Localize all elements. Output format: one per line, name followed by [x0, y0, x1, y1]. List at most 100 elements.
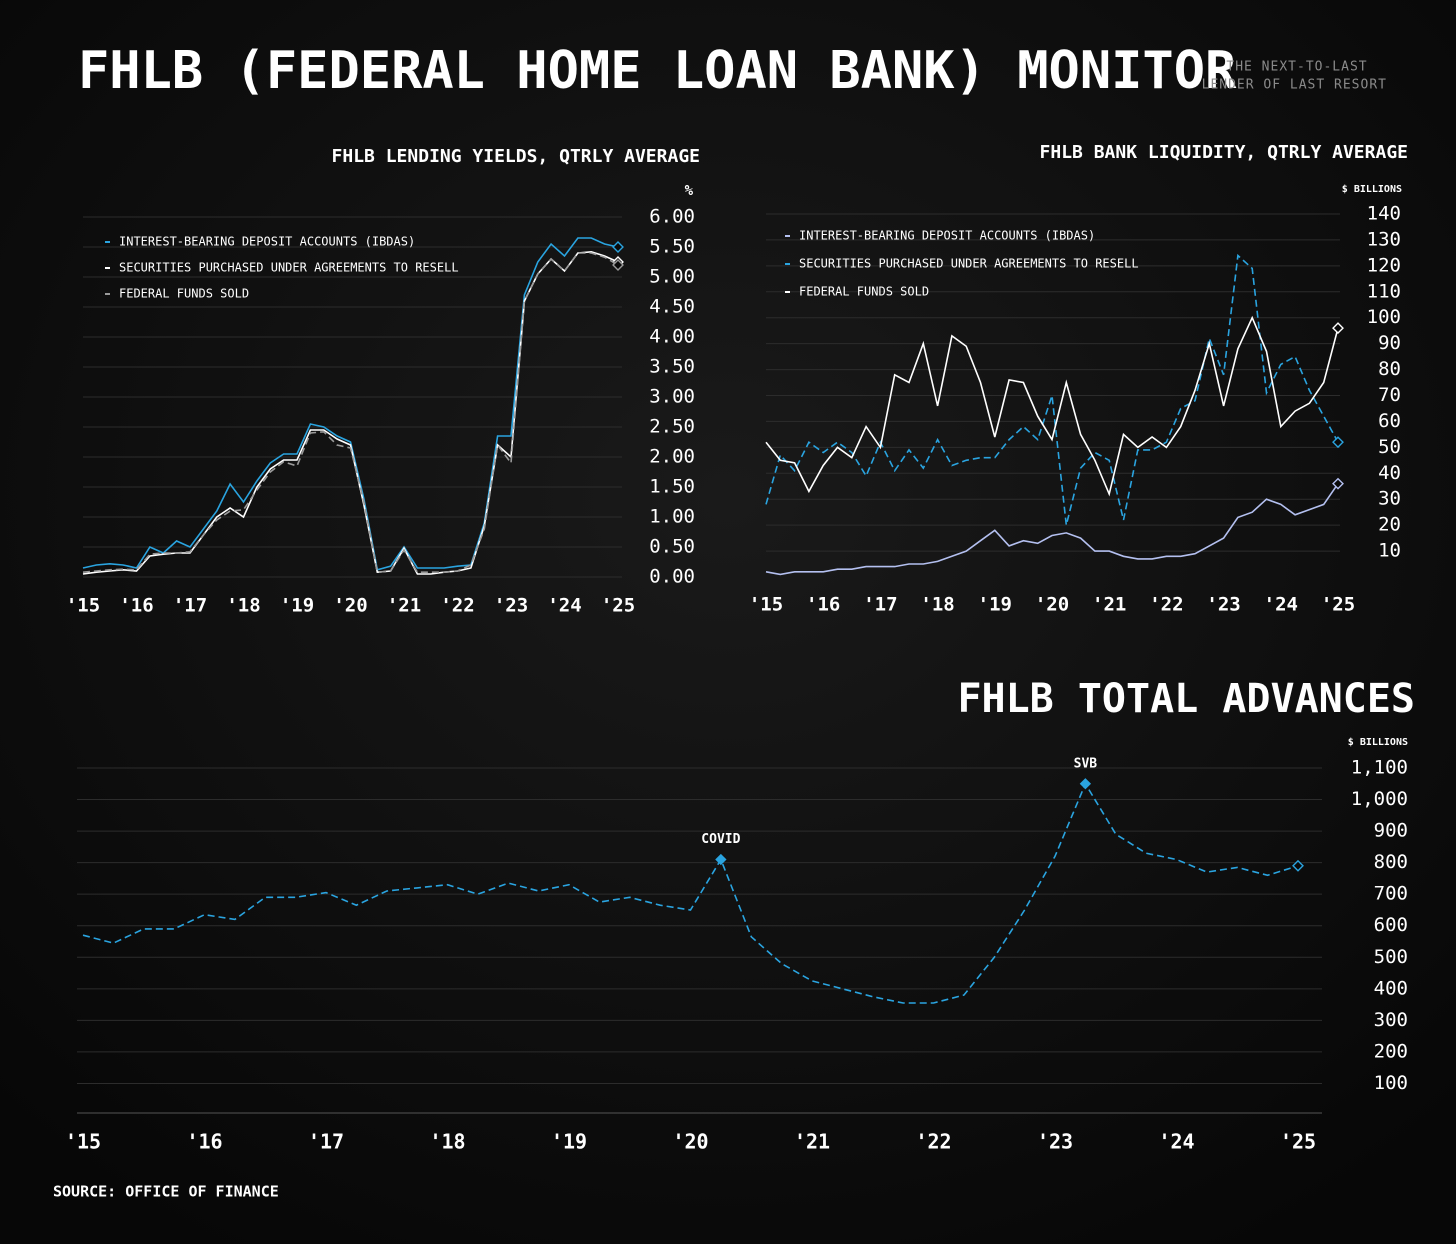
- x-tick-label: '24: [547, 595, 581, 617]
- x-tick-label: '17: [308, 1130, 344, 1154]
- y-tick-label: 70: [1378, 384, 1401, 406]
- x-tick-label: '20: [672, 1130, 708, 1154]
- end-marker: [612, 241, 624, 253]
- y-tick-label: 1,100: [1351, 757, 1408, 779]
- legend-label: SECURITIES PURCHASED UNDER AGREEMENTS TO…: [119, 261, 459, 275]
- x-tick-label: '22: [440, 595, 474, 617]
- x-tick-label: '25: [1321, 594, 1355, 616]
- y-tick-label: 5.50: [649, 236, 695, 258]
- y-tick-label: 600: [1374, 914, 1408, 936]
- annotation-marker: [715, 853, 727, 866]
- y-tick-label: 4.00: [649, 326, 695, 348]
- subtitle-line: LENDER OF LAST RESORT: [1202, 78, 1387, 93]
- y-tick-label: 500: [1374, 946, 1408, 968]
- y-tick-label: 30: [1378, 488, 1401, 510]
- y-tick-label: 700: [1374, 883, 1408, 905]
- x-tick-label: '15: [749, 594, 783, 616]
- y-axis-unit: %: [685, 183, 694, 199]
- end-marker: [612, 259, 624, 271]
- x-tick-label: '15: [66, 595, 100, 617]
- x-tick-label: '23: [494, 595, 528, 617]
- x-tick-label: '16: [119, 595, 153, 617]
- end-marker: [1332, 322, 1344, 335]
- y-tick-label: 3.00: [649, 386, 695, 408]
- y-tick-label: 130: [1367, 228, 1401, 250]
- annotation-marker: [1079, 778, 1092, 790]
- subtitle-line: THE NEXT-TO-LAST: [1226, 60, 1367, 75]
- x-tick-label: '18: [429, 1130, 465, 1154]
- series-line: [765, 315, 1339, 497]
- x-tick-label: '17: [863, 594, 897, 616]
- y-tick-label: 100: [1374, 1072, 1408, 1094]
- chart-title: FHLB BANK LIQUIDITY, QTRLY AVERAGE: [1040, 142, 1408, 163]
- x-tick-label: '16: [806, 594, 840, 616]
- y-tick-label: 1,000: [1351, 788, 1408, 810]
- y-tick-label: 900: [1374, 820, 1408, 842]
- x-tick-label: '16: [186, 1130, 222, 1154]
- y-tick-label: 6.00: [649, 206, 695, 228]
- series-line: [82, 782, 1299, 1004]
- y-tick-label: 5.00: [649, 266, 695, 288]
- x-tick-label: '22: [1149, 594, 1183, 616]
- x-tick-label: '23: [1037, 1130, 1073, 1154]
- y-tick-label: 40: [1378, 462, 1401, 484]
- legend-label: FEDERAL FUNDS SOLD: [799, 285, 929, 299]
- legend-label: SECURITIES PURCHASED UNDER AGREEMENTS TO…: [799, 257, 1139, 271]
- x-tick-label: '18: [920, 594, 954, 616]
- y-tick-label: 0.00: [649, 566, 695, 588]
- y-tick-label: 20: [1378, 514, 1401, 536]
- y-tick-label: 80: [1378, 358, 1401, 380]
- series-line: [82, 252, 619, 574]
- x-tick-label: '21: [1092, 594, 1126, 616]
- y-tick-label: 2.50: [649, 416, 695, 438]
- x-tick-label: '22: [915, 1130, 951, 1154]
- x-tick-label: '19: [280, 595, 314, 617]
- y-tick-label: 300: [1374, 1009, 1408, 1031]
- x-tick-label: '18: [226, 595, 260, 617]
- chart-title: FHLB TOTAL ADVANCES: [957, 676, 1415, 722]
- x-tick-label: '24: [1264, 594, 1298, 616]
- legend-label: FEDERAL FUNDS SOLD: [119, 287, 249, 301]
- legend-label: INTEREST-BEARING DEPOSIT ACCOUNTS (IBDAS…: [119, 235, 415, 249]
- page-title: FHLB (FEDERAL HOME LOAN BANK) MONITOR: [78, 41, 1237, 101]
- y-tick-label: 0.50: [649, 536, 695, 558]
- x-tick-label: '25: [601, 595, 635, 617]
- x-tick-label: '20: [1035, 594, 1069, 616]
- x-tick-label: '25: [1280, 1130, 1316, 1154]
- y-tick-label: 100: [1367, 306, 1401, 328]
- end-marker: [1332, 477, 1344, 490]
- x-tick-label: '23: [1206, 594, 1240, 616]
- x-tick-label: '15: [65, 1130, 101, 1154]
- x-tick-label: '19: [551, 1130, 587, 1154]
- y-tick-label: 1.00: [649, 506, 695, 528]
- y-tick-label: 200: [1374, 1040, 1408, 1062]
- y-axis-unit: $ BILLIONS: [1348, 737, 1408, 748]
- y-tick-label: 140: [1367, 203, 1401, 225]
- x-tick-label: '20: [333, 595, 367, 617]
- annotation-label: SVB: [1074, 756, 1098, 771]
- y-tick-label: 800: [1374, 851, 1408, 873]
- y-tick-label: 400: [1374, 977, 1408, 999]
- legend-label: INTEREST-BEARING DEPOSIT ACCOUNTS (IBDAS…: [799, 229, 1095, 243]
- x-tick-label: '21: [794, 1130, 830, 1154]
- y-tick-label: 110: [1367, 280, 1401, 302]
- series-line: [82, 237, 619, 571]
- y-tick-label: 10: [1378, 540, 1401, 562]
- y-tick-label: 120: [1367, 254, 1401, 276]
- y-tick-label: 60: [1378, 410, 1401, 432]
- chart-title: FHLB LENDING YIELDS, QTRLY AVERAGE: [332, 146, 700, 167]
- annotation-label: COVID: [701, 832, 740, 847]
- x-tick-label: '19: [978, 594, 1012, 616]
- x-tick-label: '24: [1158, 1130, 1194, 1154]
- x-tick-label: '21: [387, 595, 421, 617]
- x-tick-label: '17: [173, 595, 207, 617]
- y-tick-label: 2.00: [649, 446, 695, 468]
- y-tick-label: 3.50: [649, 356, 695, 378]
- y-tick-label: 50: [1378, 436, 1401, 458]
- y-tick-label: 1.50: [649, 476, 695, 498]
- source: SOURCE: OFFICE OF FINANCE: [53, 1183, 279, 1201]
- y-tick-label: 4.50: [649, 296, 695, 318]
- y-tick-label: 90: [1378, 332, 1401, 354]
